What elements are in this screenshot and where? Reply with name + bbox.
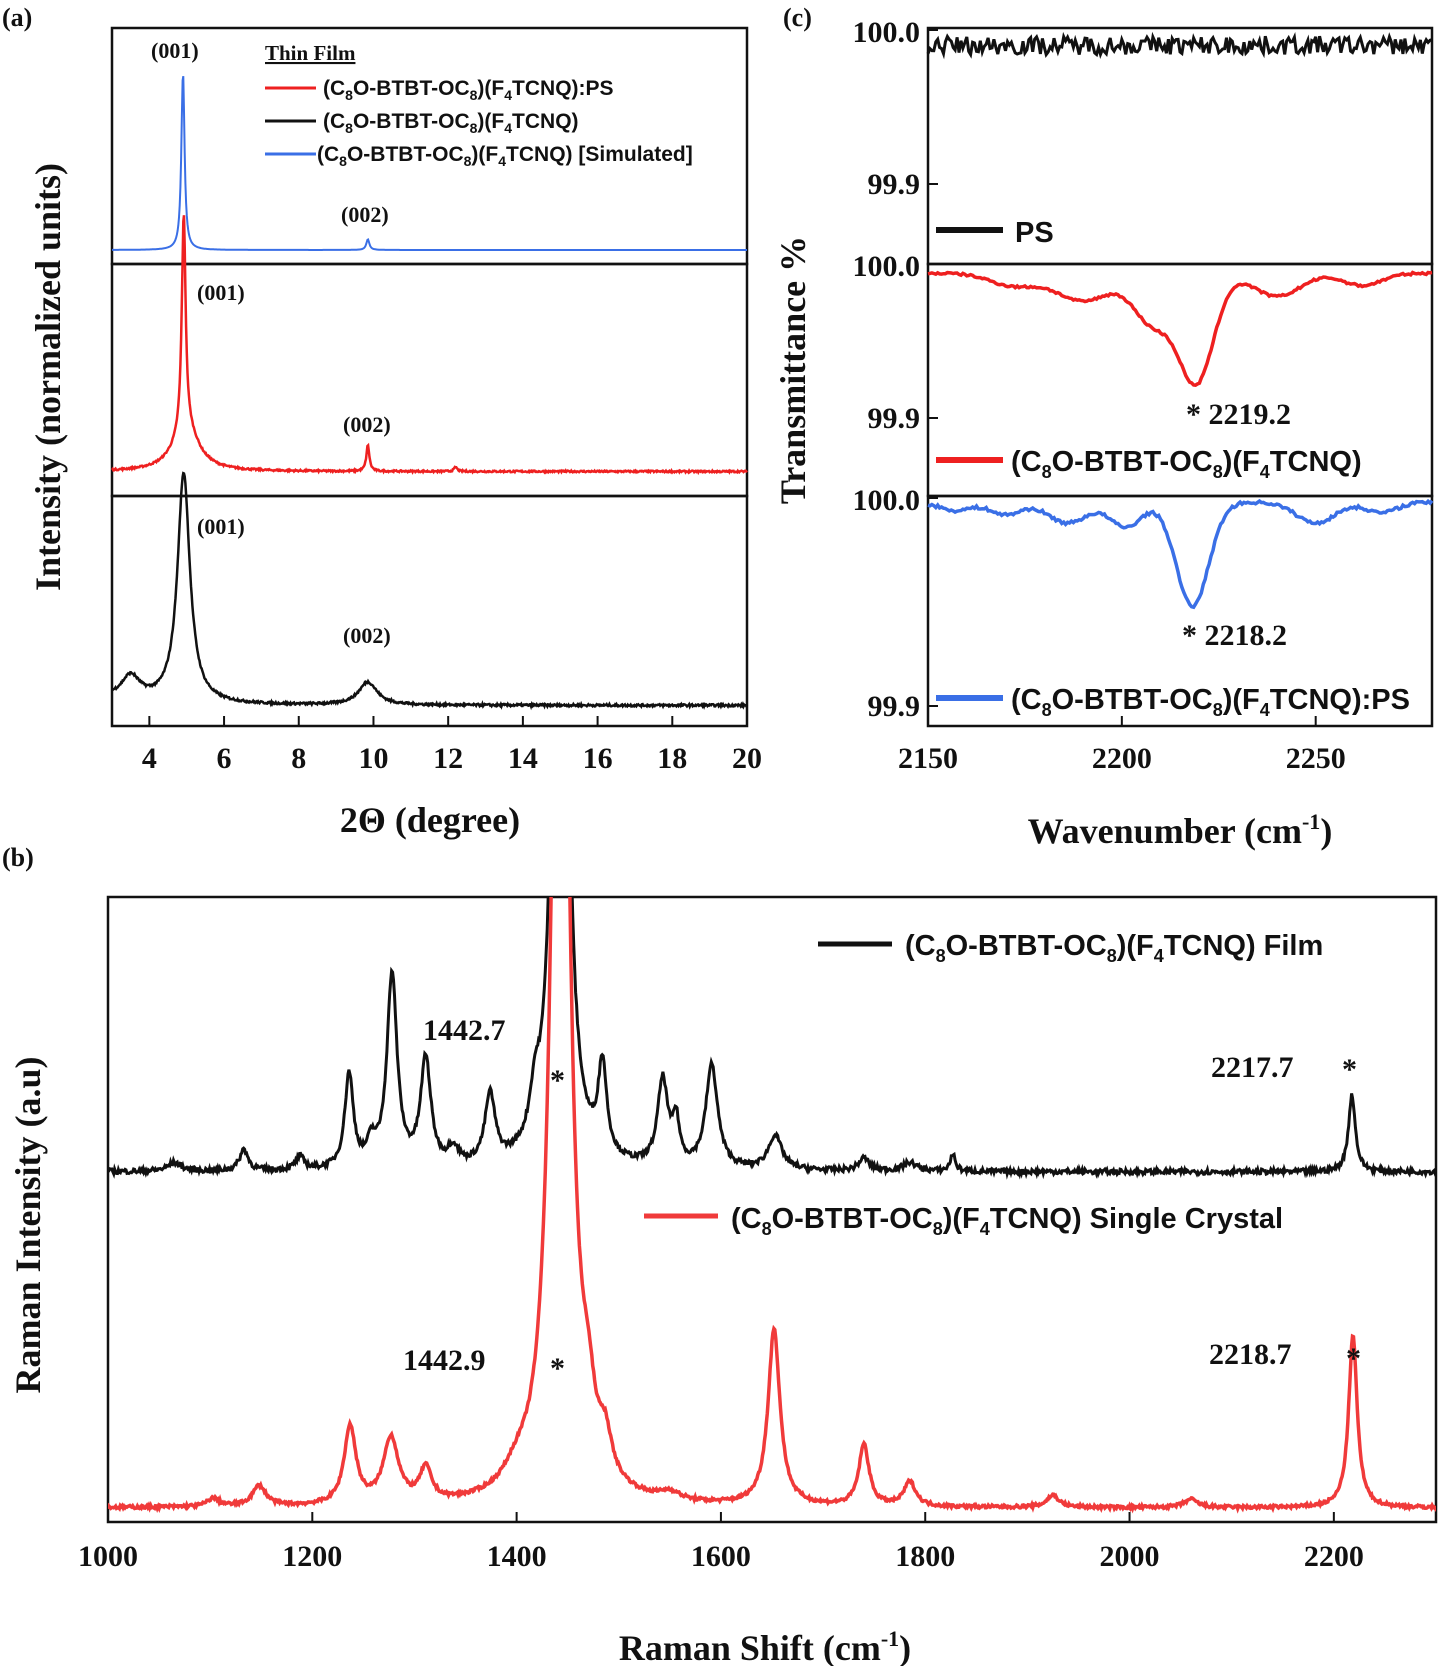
ftir-x-tick-label: 2150 [898, 742, 958, 775]
ftir-frame-top [926, 26, 1434, 266]
xrd-x-tick-label: 20 [732, 742, 762, 775]
xrd-mid-peak-001: (001) [197, 280, 245, 305]
raman-x-tick-label: 1800 [895, 1540, 955, 1573]
xrd-x-axis: 4 6 8 10 12 14 16 18 20 [142, 716, 762, 775]
xrd-legend-sim-label: (C8O-BTBT-OC8)(F4TCNQ) [Simulated] [317, 143, 693, 169]
xrd-legend-ps-label: (C8O-BTBT-OC8)(F4TCNQ):PS [323, 77, 614, 103]
xrd-x-tick-label: 12 [433, 742, 463, 775]
ftir-ps-line [926, 31, 1433, 60]
ftir-x-axis-title: Wavenumber (cm-1) [1028, 809, 1333, 851]
raman-crystal-peak-2218-label: 2218.7 [1209, 1338, 1292, 1371]
raman-x-axis-title: Raman Shift (cm-1) [619, 1626, 911, 1666]
xrd-top-peak-002: (002) [341, 202, 389, 227]
xrd-bottom-peak-001: (001) [197, 514, 245, 539]
panel-a-label: (a) [2, 3, 32, 32]
ftir-y-tick-label: 100.0 [853, 16, 921, 49]
xrd-bottom-peak-002: (002) [343, 623, 391, 648]
raman-film-peak-1442-star: * [550, 1064, 565, 1097]
ftir-blue-annotation: * 2218.2 [1182, 619, 1287, 652]
xrd-x-axis-title: 2Θ (degree) [340, 800, 520, 840]
raman-crystal-peak-2218-star: * [1346, 1342, 1361, 1375]
raman-x-tick-label: 1400 [487, 1540, 547, 1573]
ftir-complex-line [927, 270, 1433, 388]
raman-x-tick-label: 2000 [1100, 1540, 1160, 1573]
xrd-simulated-line [112, 76, 747, 251]
xrd-y-axis-title: Intensity (normalized units) [28, 163, 68, 591]
raman-legend-crystal-label: (C8O-BTBT-OC8)(F4TCNQ) Single Crystal [731, 1203, 1283, 1239]
raman-crystal-peak-1442-star: * [550, 1352, 565, 1385]
xrd-x-tick-label: 18 [657, 742, 687, 775]
raman-film-line [108, 897, 1436, 1180]
xrd-legend: Thin Film (C8O-BTBT-OC8)(F4TCNQ):PS (C8O… [265, 41, 693, 169]
raman-crystal-peak-1442-label: 1442.9 [403, 1344, 486, 1377]
raman-x-tick-label: 2200 [1304, 1540, 1364, 1573]
xrd-x-tick-label: 16 [583, 742, 613, 775]
xrd-ps-film-line [111, 215, 748, 476]
xrd-top-peak-001: (001) [151, 38, 199, 63]
ftir-legend-red-label: (C8O-BTBT-OC8)(F4TCNQ) [1011, 446, 1362, 482]
raman-film-peak-2217-star: * [1342, 1053, 1357, 1086]
raman-x-tick-label: 1200 [282, 1540, 342, 1573]
xrd-legend-title: Thin Film [265, 41, 356, 65]
panel-b-label: (b) [2, 843, 34, 872]
raman-y-axis-title: Raman Intensity (a.u) [8, 1056, 48, 1393]
ftir-x-tick-label: 2250 [1286, 742, 1346, 775]
raman-x-axis: 1000 1200 1400 1600 1800 2000 2200 [78, 1512, 1364, 1573]
raman-crystal-line [108, 897, 1436, 1514]
xrd-x-tick-label: 14 [508, 742, 538, 775]
raman-film-peak-1442-label: 1442.7 [423, 1014, 506, 1047]
raman-film-peak-2217-label: 2217.7 [1211, 1051, 1294, 1084]
ftir-y-axis: 100.0 99.9 100.0 99.9 100.0 99.9 [853, 16, 938, 723]
panel-a: (a) (001) (002) (001) (002) (001) (002) … [2, 3, 762, 840]
ftir-frame-bottom [926, 494, 1434, 728]
panel-c: (c) 100.0 99.9 100.0 99.9 100.0 99.9 2150 2200… [773, 3, 1434, 851]
ftir-y-tick-label: 100.0 [853, 484, 921, 517]
panel-c-label: (c) [783, 3, 812, 32]
xrd-x-tick-label: 6 [217, 742, 232, 775]
ftir-x-tick-label: 2200 [1092, 742, 1152, 775]
xrd-legend-film-label: (C8O-BTBT-OC8)(F4TCNQ) [323, 110, 579, 136]
ftir-y-tick-label: 99.9 [868, 690, 921, 723]
ftir-y-tick-label: 99.9 [868, 402, 921, 435]
raman-frame [106, 895, 1438, 1524]
ftir-legend-blue-label: (C8O-BTBT-OC8)(F4TCNQ):PS [1011, 684, 1410, 720]
raman-legend-film-label: (C8O-BTBT-OC8)(F4TCNQ) Film [905, 930, 1323, 966]
ftir-y-tick-label: 100.0 [853, 250, 921, 283]
xrd-x-tick-label: 10 [358, 742, 388, 775]
xrd-x-tick-label: 8 [291, 742, 306, 775]
ftir-y-tick-label: 99.9 [868, 168, 921, 201]
ftir-legend-ps-label: PS [1015, 217, 1054, 249]
raman-x-tick-label: 1600 [691, 1540, 751, 1573]
raman-x-tick-label: 1000 [78, 1540, 138, 1573]
xrd-mid-peak-002: (002) [343, 412, 391, 437]
ftir-red-annotation: * 2219.2 [1186, 398, 1291, 431]
xrd-x-tick-label: 4 [142, 742, 157, 775]
ftir-x-axis: 2150 2200 2250 [898, 716, 1346, 775]
ftir-y-axis-title: Transmittance % [773, 236, 813, 504]
xrd-frame-bottom [110, 494, 749, 728]
ftir-complex-ps-line [927, 498, 1434, 610]
xrd-film-line [111, 471, 749, 711]
